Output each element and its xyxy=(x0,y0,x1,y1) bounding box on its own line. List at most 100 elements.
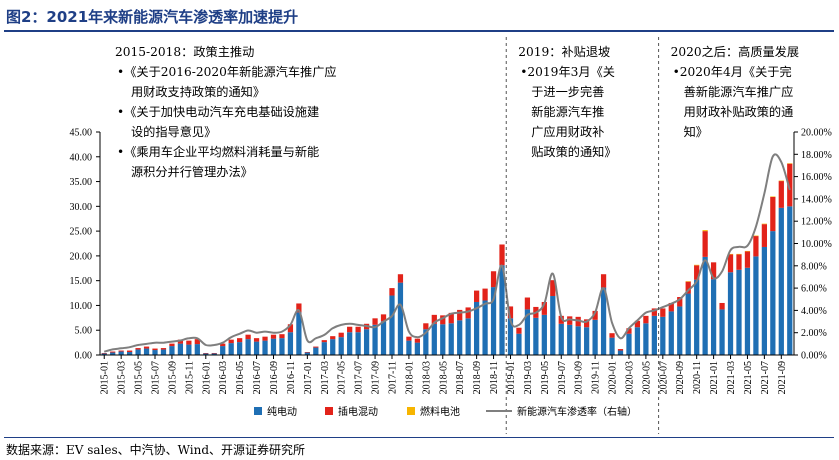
period-dividers xyxy=(505,37,660,434)
bar-pure-ev xyxy=(677,306,683,355)
bar-pure-ev xyxy=(736,269,742,355)
x-tick-label: 2017-03 xyxy=(320,361,331,394)
bar-pure-ev xyxy=(643,323,649,355)
bar-pure-ev xyxy=(753,256,759,355)
bar-phev xyxy=(668,302,674,312)
bar-pure-ev xyxy=(380,321,387,355)
bar-phev xyxy=(397,274,404,283)
bar-phev xyxy=(414,338,421,343)
x-tick-label: 2018-03 xyxy=(421,361,432,394)
bar-pure-ev xyxy=(575,326,581,355)
bar-pure-ev xyxy=(448,323,454,355)
bar-phev xyxy=(787,163,793,207)
x-tick-label: 2021-05 xyxy=(743,361,754,394)
bar-pure-ev xyxy=(660,316,666,355)
bar-pure-ev xyxy=(304,352,310,355)
bar-phev xyxy=(694,265,700,280)
left-tick-label: 40.00 xyxy=(70,152,93,163)
legend-label: 燃料电池 xyxy=(420,405,460,418)
right-tick-label: 0.00% xyxy=(801,351,827,362)
bar-phev xyxy=(584,319,590,328)
annotation-line: 贴政策的通知》 xyxy=(531,144,616,159)
bar-pure-ev xyxy=(550,296,556,355)
bar-phev xyxy=(558,315,564,324)
annotation-line: •《关于2016-2020年新能源汽车推广应 xyxy=(117,64,337,79)
bar-pure-ev xyxy=(423,329,429,355)
legend: 纯电动 插电混动 燃料电池 新能源汽车渗透率（右轴） xyxy=(254,405,637,418)
bar-pure-ev xyxy=(355,332,361,355)
x-tick-label: 2021-03 xyxy=(726,361,737,394)
policy-annotations: 2015-2018：政策主推动 •《关于2016-2020年新能源汽车推广应用财政… xyxy=(115,44,799,179)
bar-phev xyxy=(727,254,734,273)
right-tick-label: 6.00% xyxy=(801,284,827,295)
annotation-line: 设的指导意见》 xyxy=(131,124,216,139)
bar-series xyxy=(101,163,793,355)
bar-pure-ev xyxy=(406,340,412,355)
bar-phev xyxy=(126,350,133,353)
bar-phev xyxy=(118,350,124,352)
left-y-axis: 0.00 5.00 10.00 15.00 20.00 25.00 30.00 35.00 40… xyxy=(70,128,101,362)
bar-phev xyxy=(355,326,361,333)
bar-phev xyxy=(330,336,336,340)
x-tick-label: 2021-07 xyxy=(760,361,771,394)
bar-pure-ev xyxy=(194,344,200,355)
bar-pure-ev xyxy=(651,315,657,355)
bar-pure-ev xyxy=(279,338,285,355)
annotation-line: •《关于加快电动汽车充电基础设施建 xyxy=(117,104,319,119)
source-rule xyxy=(4,437,834,438)
bar-phev xyxy=(203,353,209,354)
bar-phev xyxy=(270,334,277,339)
x-tick-label: 2020-05 xyxy=(641,361,652,394)
bar-pure-ev xyxy=(457,320,463,355)
bar-phev xyxy=(719,302,725,310)
bar-pure-ev xyxy=(524,309,531,355)
bar-pure-ev xyxy=(507,318,514,355)
bar-phev xyxy=(431,314,437,324)
bar-phev xyxy=(634,320,641,328)
bar-phev xyxy=(372,318,378,325)
bar-phev xyxy=(482,288,488,301)
left-tick-label: 20.00 xyxy=(70,251,93,262)
annotation-line: •《乘用车企业平均燃料消耗量与新能 xyxy=(117,144,319,159)
bar-phev xyxy=(457,309,463,321)
bar-phev xyxy=(626,328,632,334)
left-tick-label: 5.00 xyxy=(75,326,93,337)
x-tick-label: 2016-03 xyxy=(218,361,229,394)
annotation-heading: 2019：补贴退坡 xyxy=(518,45,610,59)
left-tick-label: 15.00 xyxy=(70,276,93,287)
bar-pure-ev xyxy=(372,324,378,355)
left-tick-label: 45.00 xyxy=(70,128,93,139)
bar-pure-ev xyxy=(101,353,107,355)
bar-phev xyxy=(643,315,649,324)
annotation-line: 于进一步完善 xyxy=(531,84,604,99)
penetration-line xyxy=(103,153,791,353)
x-tick-label: 2018-01 xyxy=(404,361,415,394)
bar-pure-ev xyxy=(694,279,700,355)
x-tick-label: 2020-09 xyxy=(675,361,686,394)
bar-phev xyxy=(490,271,497,288)
bar-pure-ev xyxy=(516,333,522,355)
x-tick-label: 2016-09 xyxy=(269,361,280,394)
right-tick-label: 12.00% xyxy=(801,217,832,228)
x-tick-label: 2017-09 xyxy=(371,361,382,394)
x-tick-label: 2020-07 xyxy=(658,361,669,394)
bar-phev xyxy=(677,297,683,307)
x-tick-label: 2019-01 xyxy=(506,361,517,394)
bar-pure-ev xyxy=(347,332,353,355)
left-tick-label: 0.00 xyxy=(75,351,93,362)
x-tick-label: 2020-01 xyxy=(608,361,619,394)
x-tick-label: 2016-05 xyxy=(235,361,246,394)
x-tick-label: 2021-01 xyxy=(709,361,720,394)
annotation-heading: 2020之后：高质量发展 xyxy=(671,44,800,59)
bar-pure-ev xyxy=(770,231,776,355)
penetration-curve xyxy=(103,153,791,353)
bar-pure-ev xyxy=(397,282,404,355)
bar-pure-ev xyxy=(685,293,691,355)
bar-pure-ev xyxy=(414,342,421,355)
bar-phev xyxy=(473,290,480,302)
bar-phev xyxy=(499,244,505,266)
bar-pure-ev xyxy=(253,341,260,355)
x-tick-label: 2019-05 xyxy=(540,361,551,394)
bar-phev xyxy=(389,288,395,296)
right-tick-label: 14.00% xyxy=(801,194,832,205)
